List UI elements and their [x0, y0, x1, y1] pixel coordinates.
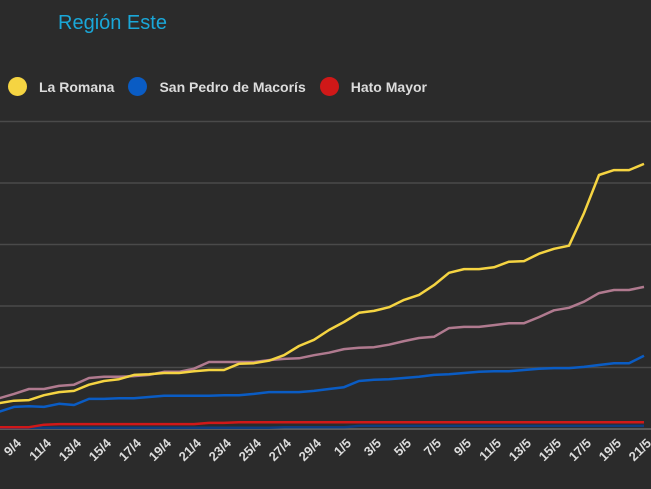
x-tick-label: 17/5 [566, 436, 595, 465]
x-tick-label: 9/5 [451, 436, 474, 459]
x-tick-label: 27/4 [266, 435, 295, 464]
x-tick-label: 15/4 [86, 435, 115, 464]
x-tick-label: 17/4 [116, 435, 145, 464]
series-line-unlabeled-1[interactable] [0, 285, 645, 400]
legend-label: La Romana [39, 78, 115, 95]
x-tick-label: 23/4 [206, 435, 235, 464]
legend-swatch [128, 77, 148, 96]
legend: La Romana San Pedro de Macorís Hato Mayo… [8, 77, 441, 96]
legend-swatch [8, 77, 27, 96]
series-line-san-pedro-de-macor-s[interactable] [0, 354, 645, 413]
series-line-hato-mayor[interactable] [0, 420, 644, 429]
legend-item-san-pedro[interactable]: San Pedro de Macorís [128, 77, 306, 96]
legend-label: Hato Mayor [350, 78, 427, 95]
x-tick-label: 19/5 [596, 436, 625, 465]
x-tick-label: 7/5 [421, 436, 444, 459]
x-tick-label: 11/4 [26, 435, 55, 464]
x-tick-label: 9/4 [1, 435, 25, 459]
x-tick-label: 5/5 [391, 436, 414, 459]
x-tick-label: 13/4 [56, 435, 85, 464]
legend-item-hato-mayor[interactable]: Hato Mayor [319, 77, 427, 96]
x-tick-label: 21/4 [176, 435, 205, 464]
x-tick-label: 3/5 [361, 436, 384, 459]
x-tick-label: 29/4 [296, 435, 325, 464]
x-tick-label: 19/4 [146, 435, 175, 464]
legend-label: San Pedro de Macorís [159, 78, 306, 95]
x-tick-label: 15/5 [536, 436, 565, 465]
chart-title: Región Este [58, 12, 167, 34]
x-tick-label: 21/5 [626, 436, 651, 465]
legend-swatch [319, 77, 339, 96]
x-tick-label: 13/5 [506, 436, 535, 465]
series-line-la-romana[interactable] [0, 162, 645, 405]
x-tick-label: 1/5 [331, 436, 354, 459]
series-line-unlabeled-4[interactable] [0, 424, 644, 430]
legend-item-la-romana[interactable]: La Romana [8, 77, 114, 96]
x-tick-label: 25/4 [236, 435, 265, 464]
x-tick-label: 11/5 [476, 436, 504, 464]
